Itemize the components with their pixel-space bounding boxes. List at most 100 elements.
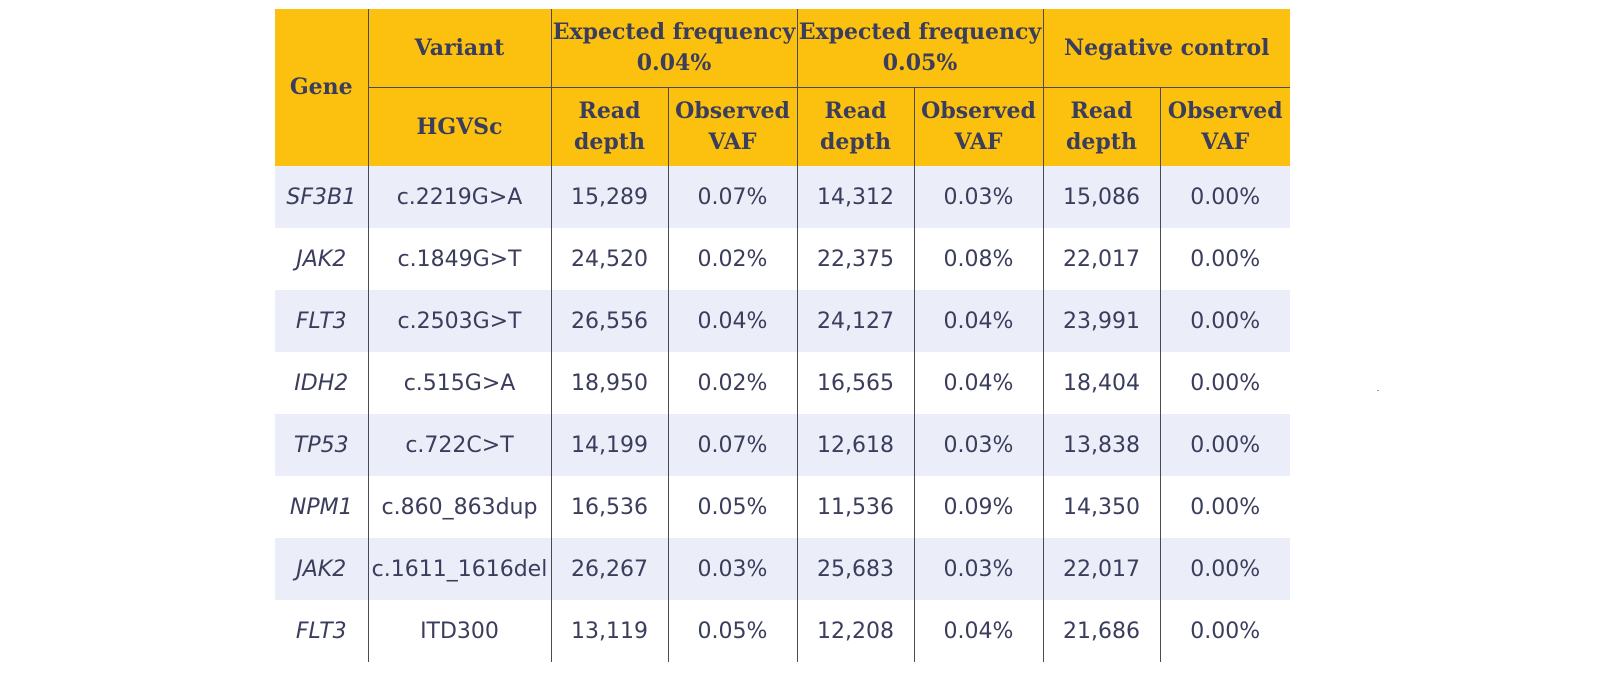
cell-read-depth-negative: 18,404 [1042,352,1160,414]
header-observed-vaf-line2: VAF [708,129,757,155]
header-group-title: Negative control [1063,34,1270,61]
cell-hgvsc: c.860_863dup [367,476,551,538]
header-gene: Gene [275,9,368,166]
header-observed-vaf-line1: Observed [1167,98,1283,124]
cell-read-depth-004: 26,267 [550,538,668,600]
header-read-depth-line1: Read [578,98,641,124]
header-variant: Variant [367,9,551,88]
cell-gene: NPM1 [275,476,368,538]
header-group-title: Expected frequency [798,19,1042,45]
header-expected-frequency-005: Expected frequency 0.05% [796,9,1043,88]
cell-gene: IDH2 [275,352,368,414]
cell-gene: TP53 [275,414,368,476]
header-read-depth: Read depth [550,87,668,166]
header-observed-vaf-line2: VAF [1201,129,1250,155]
cell-vaf-005: 0.08% [913,228,1043,290]
table-row: FLT3 c.2503G>T 26,556 0.04% 24,127 0.04%… [275,290,1290,352]
table-row: TP53 c.722C>T 14,199 0.07% 12,618 0.03% … [275,414,1290,476]
cell-gene: SF3B1 [275,166,368,228]
header-read-depth-line1: Read [824,98,887,124]
cell-vaf-004: 0.05% [667,600,797,662]
cell-vaf-005: 0.03% [913,538,1043,600]
header-read-depth: Read depth [796,87,914,166]
cell-read-depth-negative: 22,017 [1042,538,1160,600]
header-row-groups: Gene Variant Expected frequency 0.04% Ex… [275,9,1290,166]
header-read-depth-line2: depth [1066,129,1137,155]
header-observed-vaf-line1: Observed [921,98,1036,124]
header-observed-vaf: Observed VAF [1159,87,1290,166]
table-header: Gene Variant Expected frequency 0.04% Ex… [275,9,1290,166]
header-negative-control: Negative control [1042,9,1290,88]
cell-read-depth-005: 12,208 [796,600,914,662]
cell-read-depth-negative: 13,838 [1042,414,1160,476]
cell-read-depth-negative: 23,991 [1042,290,1160,352]
header-observed-vaf-line1: Observed [675,98,790,124]
cell-vaf-004: 0.05% [667,476,797,538]
cell-vaf-negative: 0.00% [1159,476,1290,538]
cell-vaf-004: 0.07% [667,414,797,476]
table-row: IDH2 c.515G>A 18,950 0.02% 16,565 0.04% … [275,352,1290,414]
variant-frequency-table: Gene Variant Expected frequency 0.04% Ex… [275,9,1290,662]
cell-read-depth-negative: 21,686 [1042,600,1160,662]
header-read-depth-line2: depth [820,129,891,155]
cell-vaf-005: 0.03% [913,414,1043,476]
cell-vaf-004: 0.04% [667,290,797,352]
cell-read-depth-004: 16,536 [550,476,668,538]
table-body: SF3B1 c.2219G>A 15,289 0.07% 14,312 0.03… [275,166,1290,662]
cell-hgvsc: c.515G>A [367,352,551,414]
header-read-depth: Read depth [1042,87,1160,166]
table-row: FLT3 ITD300 13,119 0.05% 12,208 0.04% 21… [275,600,1290,662]
table-row: JAK2 c.1611_1616del 26,267 0.03% 25,683 … [275,538,1290,600]
cell-vaf-005: 0.09% [913,476,1043,538]
cell-gene: FLT3 [275,600,368,662]
cell-vaf-005: 0.04% [913,352,1043,414]
stray-dot [1377,390,1379,391]
cell-vaf-negative: 0.00% [1159,290,1290,352]
header-hgvsc: HGVSc [367,87,551,166]
cell-read-depth-004: 26,556 [550,290,668,352]
cell-read-depth-005: 12,618 [796,414,914,476]
cell-gene: JAK2 [275,538,368,600]
cell-read-depth-005: 22,375 [796,228,914,290]
cell-hgvsc: ITD300 [367,600,551,662]
cell-read-depth-005: 14,312 [796,166,914,228]
cell-vaf-negative: 0.00% [1159,166,1290,228]
cell-read-depth-negative: 22,017 [1042,228,1160,290]
header-read-depth-line2: depth [574,129,645,155]
cell-hgvsc: c.722C>T [367,414,551,476]
cell-vaf-negative: 0.00% [1159,538,1290,600]
cell-vaf-004: 0.02% [667,352,797,414]
header-group-value: 0.04% [636,50,712,76]
cell-hgvsc: c.2219G>A [367,166,551,228]
table-row: NPM1 c.860_863dup 16,536 0.05% 11,536 0.… [275,476,1290,538]
header-group-title: Expected frequency [552,19,796,45]
header-observed-vaf: Observed VAF [913,87,1043,166]
cell-read-depth-004: 18,950 [550,352,668,414]
cell-vaf-negative: 0.00% [1159,600,1290,662]
cell-read-depth-004: 15,289 [550,166,668,228]
header-read-depth-line1: Read [1070,98,1133,124]
cell-hgvsc: c.1611_1616del [367,538,551,600]
cell-read-depth-004: 24,520 [550,228,668,290]
header-observed-vaf: Observed VAF [667,87,797,166]
cell-vaf-negative: 0.00% [1159,228,1290,290]
header-expected-frequency-004: Expected frequency 0.04% [550,9,797,88]
cell-read-depth-005: 11,536 [796,476,914,538]
cell-vaf-005: 0.04% [913,600,1043,662]
header-group-value: 0.05% [882,50,958,76]
table-row: SF3B1 c.2219G>A 15,289 0.07% 14,312 0.03… [275,166,1290,228]
table-row: JAK2 c.1849G>T 24,520 0.02% 22,375 0.08%… [275,228,1290,290]
cell-vaf-004: 0.07% [667,166,797,228]
cell-hgvsc: c.1849G>T [367,228,551,290]
cell-read-depth-negative: 14,350 [1042,476,1160,538]
cell-read-depth-005: 24,127 [796,290,914,352]
cell-read-depth-005: 16,565 [796,352,914,414]
cell-vaf-004: 0.03% [667,538,797,600]
cell-vaf-005: 0.04% [913,290,1043,352]
cell-read-depth-004: 14,199 [550,414,668,476]
cell-vaf-004: 0.02% [667,228,797,290]
cell-vaf-005: 0.03% [913,166,1043,228]
header-row-subcolumns: HGVSc Read depth Observed VAF Read depth Ob… [275,87,1290,166]
cell-vaf-negative: 0.00% [1159,352,1290,414]
cell-gene: FLT3 [275,290,368,352]
